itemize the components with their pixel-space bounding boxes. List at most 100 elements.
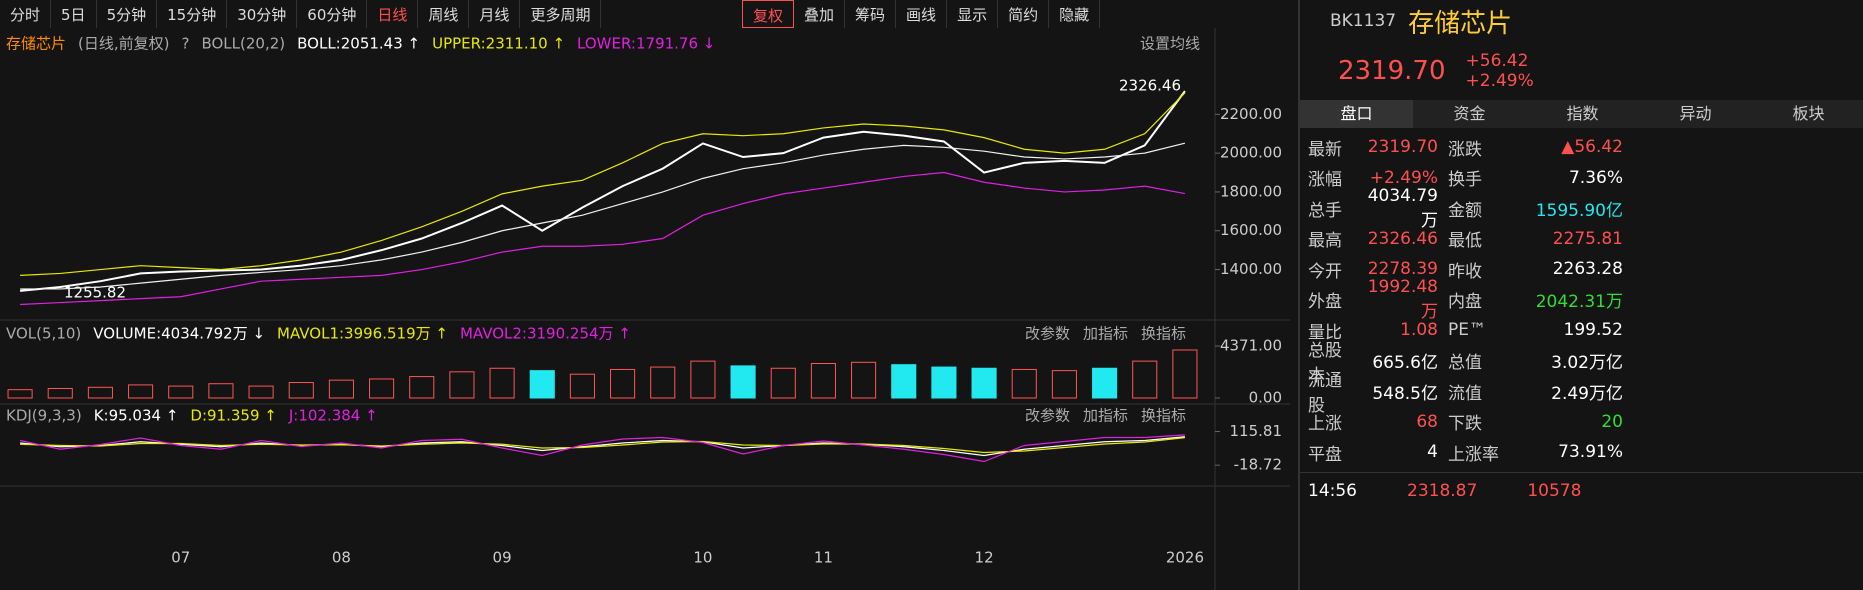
tool-button[interactable]: 筹码 bbox=[845, 0, 897, 28]
quote-row: 最新 2319.70 涨跌 ▲56.42 bbox=[1308, 132, 1857, 163]
annotation: 2326.46 bbox=[1119, 77, 1181, 95]
volume-bar bbox=[1011, 368, 1037, 399]
tab[interactable]: 指数 bbox=[1566, 104, 1599, 123]
volume-bar bbox=[971, 367, 997, 399]
x-tick-label: 10 bbox=[693, 549, 712, 567]
quote-row: 涨幅 +2.49% 换手 7.36% bbox=[1308, 163, 1857, 194]
tool-button[interactable]: 叠加 bbox=[794, 0, 846, 28]
quote-label: 上涨 bbox=[1308, 414, 1342, 435]
legend-text: BOLL(20,2) bbox=[201, 35, 285, 53]
x-tick-label: 09 bbox=[493, 549, 512, 567]
volume-bar bbox=[1092, 367, 1118, 399]
volume-bar bbox=[851, 361, 877, 399]
legend-text: BOLL:2051.43 ↑ bbox=[297, 35, 420, 53]
volume-bar bbox=[690, 360, 716, 399]
volume-bar bbox=[1172, 349, 1198, 399]
quote-value: 3.02万亿 bbox=[1551, 353, 1623, 374]
quote-value: 1.08 bbox=[1400, 320, 1438, 341]
legend-text: LOWER:1791.76 ↓ bbox=[577, 35, 715, 53]
quote-value: 2278.39 bbox=[1367, 259, 1438, 280]
tool-button[interactable]: 复权 bbox=[742, 0, 795, 28]
panel-header: VOLUME:4034.792万 ↓ bbox=[93, 325, 265, 343]
volume-bar bbox=[810, 362, 836, 399]
panel-header: KDJ(9,3,3) bbox=[6, 407, 82, 425]
panel-header: J:102.384 ↑ bbox=[288, 407, 378, 425]
tab[interactable]: 盘口 bbox=[1300, 100, 1413, 128]
volume-bar bbox=[128, 384, 154, 399]
quote-label: 最低 bbox=[1448, 231, 1482, 252]
volume-bar bbox=[7, 389, 33, 399]
volume-bar bbox=[489, 367, 515, 399]
legend-text: ? bbox=[182, 35, 190, 53]
quote-rows: 最新 2319.70 涨跌 ▲56.42 涨幅 +2.49% 换手 7.36% 总手 4034.7… bbox=[1300, 128, 1863, 472]
legend-text: (日线,前复权) bbox=[78, 35, 169, 53]
period-button[interactable]: 分时 bbox=[0, 0, 52, 28]
volume-bar bbox=[47, 387, 73, 399]
tab[interactable]: 异动 bbox=[1679, 104, 1712, 123]
price: 2319.70 bbox=[1338, 56, 1446, 86]
period-button[interactable]: 5日 bbox=[51, 0, 97, 28]
volume-bar bbox=[369, 378, 395, 399]
quote-row: 总手 4034.79万 金额 1595.90亿 bbox=[1308, 186, 1857, 231]
quote-label: 流值 bbox=[1448, 383, 1482, 404]
quote-row: 外盘 1992.48万 内盘 2042.31万 bbox=[1308, 277, 1857, 322]
setting[interactable]: 设置均线 bbox=[1140, 35, 1200, 53]
quote-value: 2.49万亿 bbox=[1551, 383, 1623, 404]
period-button[interactable]: 月线 bbox=[469, 0, 521, 28]
panel-button: 加指标 bbox=[1083, 407, 1128, 425]
volume-bar bbox=[208, 383, 234, 399]
quote-label: 总值 bbox=[1448, 353, 1482, 374]
quote-row: 最高 2326.46 最低 2275.81 bbox=[1308, 224, 1857, 255]
quote-label: 上涨率 bbox=[1448, 444, 1499, 465]
quote-value: 4034.79万 bbox=[1367, 185, 1438, 231]
period-button[interactable]: 15分钟 bbox=[157, 0, 228, 28]
panel-header: MAVOL1:3996.519万 ↑ bbox=[277, 325, 448, 343]
tool-button[interactable]: 显示 bbox=[947, 0, 999, 28]
tab[interactable]: 板块 bbox=[1792, 104, 1825, 123]
series-line bbox=[19, 90, 1186, 292]
period-button[interactable]: 5分钟 bbox=[97, 0, 158, 28]
tool-button[interactable]: 隐藏 bbox=[1049, 0, 1101, 28]
x-tick-label: 2026 bbox=[1166, 549, 1204, 567]
period-button[interactable]: 30分钟 bbox=[227, 0, 298, 28]
quote-value: 4 bbox=[1427, 442, 1438, 463]
panel-button: 换指标 bbox=[1141, 325, 1186, 343]
quote-label: 总手 bbox=[1308, 200, 1342, 221]
period-bar: 分时 5日 5分钟 15分钟 30分钟 60分钟 日线 周线 月线 更多周期 bbox=[0, 0, 602, 28]
y-tick-label: 0.00 bbox=[1249, 389, 1282, 407]
period-button[interactable]: 60分钟 bbox=[297, 0, 368, 28]
quote-value: 2275.81 bbox=[1552, 228, 1623, 249]
quote-label: 涨幅 bbox=[1308, 170, 1342, 191]
volume-bar bbox=[449, 371, 475, 399]
quote-label: 最高 bbox=[1308, 231, 1342, 252]
quote-row: 量比 1.08 PE™ 199.52 bbox=[1308, 315, 1857, 346]
quote-panel: BK1137 存储芯片 2319.70 +56.42 +2.49% 盘口 资金 指数 异动 板块最… bbox=[1298, 0, 1863, 590]
y-tick-label: 2000.00 bbox=[1220, 144, 1282, 162]
tool-bar: 复权 叠加 筹码 画线 显示 简约 隐藏 bbox=[742, 0, 1101, 28]
period-button[interactable]: 日线 bbox=[367, 0, 419, 28]
period-button[interactable]: 更多周期 bbox=[520, 0, 602, 28]
volume-bar bbox=[610, 368, 636, 399]
period-button[interactable]: 周线 bbox=[418, 0, 470, 28]
change-box: +56.42 +2.49% bbox=[1466, 51, 1534, 91]
quote-label: 外盘 bbox=[1308, 292, 1342, 313]
quote-label: 昨收 bbox=[1448, 261, 1482, 282]
quote-row: 今开 2278.39 昨收 2263.28 bbox=[1308, 254, 1857, 285]
legend-text: UPPER:2311.10 ↑ bbox=[432, 35, 565, 53]
pct: +2.49% bbox=[1465, 71, 1534, 91]
panel-header: D:91.359 ↑ bbox=[190, 407, 276, 425]
quote-label: 涨跌 bbox=[1448, 139, 1482, 160]
tool-button[interactable]: 简约 bbox=[998, 0, 1050, 28]
quote-row: 总股本 665.6亿 总值 3.02万亿 bbox=[1308, 341, 1857, 386]
legend-text: 存储芯片 bbox=[6, 35, 66, 53]
y-tick-label: 2200.00 bbox=[1220, 105, 1282, 123]
panel-header: K:95.034 ↑ bbox=[94, 407, 179, 425]
quote-label: 内盘 bbox=[1448, 292, 1482, 313]
tab[interactable]: 资金 bbox=[1453, 104, 1486, 123]
volume-bar bbox=[248, 385, 274, 399]
tool-button[interactable]: 画线 bbox=[896, 0, 948, 28]
volume-bar bbox=[288, 382, 314, 399]
quote-label: 金额 bbox=[1448, 200, 1482, 221]
volume-bar bbox=[770, 367, 796, 399]
